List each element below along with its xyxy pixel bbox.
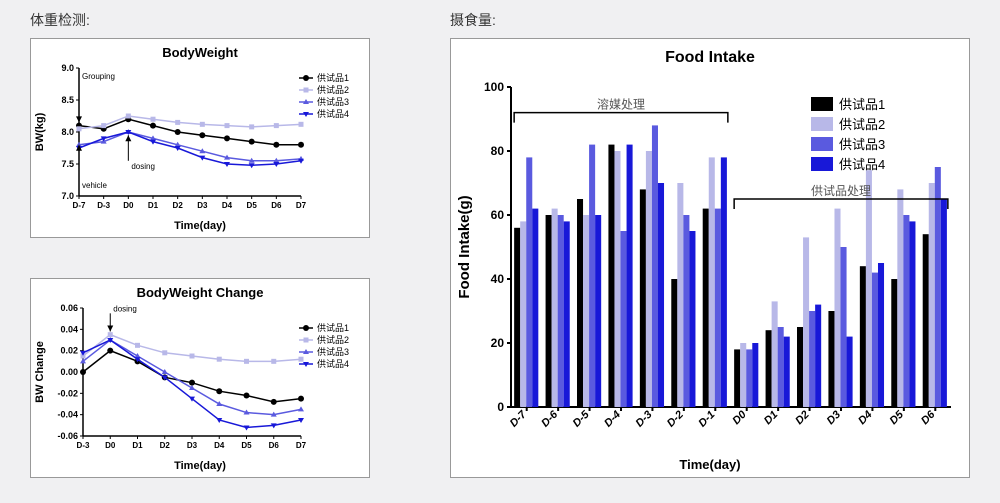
- chart2-title: BodyWeight Change: [31, 279, 369, 300]
- svg-text:D5: D5: [247, 201, 258, 210]
- svg-text:9.0: 9.0: [61, 63, 74, 73]
- svg-text:D6: D6: [271, 201, 282, 210]
- svg-text:D-4: D-4: [602, 409, 623, 430]
- svg-text:0.02: 0.02: [60, 346, 78, 356]
- svg-text:供试品4: 供试品4: [317, 108, 349, 119]
- chart1-svg: 7.0 7.5 8.0 8.5 9.0 D-7 D-3 D0 D1 D2 D3 D4 D5 D6 D7 Gro…: [31, 60, 371, 220]
- svg-text:100: 100: [484, 80, 504, 94]
- svg-text:D1: D1: [762, 409, 780, 427]
- svg-text:40: 40: [491, 272, 505, 286]
- chart2-xlabel: Time(day): [31, 460, 369, 472]
- svg-text:D-7: D-7: [73, 201, 86, 210]
- svg-text:供试品2: 供试品2: [317, 84, 349, 95]
- svg-text:0.00: 0.00: [60, 367, 78, 377]
- svg-text:D1: D1: [148, 201, 159, 210]
- svg-text:供试品3: 供试品3: [317, 96, 349, 107]
- svg-text:BW Change: BW Change: [34, 341, 46, 403]
- svg-text:-0.04: -0.04: [57, 410, 78, 420]
- chart1-title: BodyWeight: [31, 39, 369, 60]
- svg-text:0.06: 0.06: [60, 303, 78, 313]
- svg-text:D4: D4: [222, 201, 233, 210]
- svg-text:D2: D2: [173, 201, 184, 210]
- svg-text:供试品4: 供试品4: [317, 358, 349, 369]
- svg-text:供试品4: 供试品4: [839, 157, 885, 172]
- svg-text:Food Intake(g): Food Intake(g): [456, 195, 473, 298]
- svg-text:D4: D4: [214, 441, 225, 450]
- svg-text:供试品1: 供试品1: [317, 322, 349, 333]
- svg-text:D5: D5: [241, 441, 252, 450]
- svg-text:供试品处理: 供试品处理: [811, 183, 871, 198]
- svg-text:供试品2: 供试品2: [839, 117, 885, 132]
- svg-text:dosing: dosing: [131, 162, 155, 171]
- bodyweight-change-chart: BodyWeight Change -0.06 -0.04 -0.02 0.00 0.0…: [30, 278, 370, 478]
- svg-text:供试品1: 供试品1: [317, 72, 349, 83]
- chart2-svg: -0.06 -0.04 -0.02 0.00 0.02 0.04 0.06 D-3 D0 D1 D2…: [31, 300, 371, 460]
- food-intake-chart: Food Intake 0 20 40 60 80 100 D-7 D-6 D-5 D-4 D-3 D…: [450, 38, 970, 478]
- svg-text:-0.06: -0.06: [57, 431, 78, 441]
- svg-text:D3: D3: [825, 409, 843, 427]
- svg-text:D-3: D-3: [97, 201, 110, 210]
- bodyweight-chart: BodyWeight 7.0 7.5 8.0 8.5 9.0 D-7 D-3 D0 D1 D2 D3…: [30, 38, 370, 238]
- svg-text:0.04: 0.04: [60, 324, 78, 334]
- svg-text:D1: D1: [132, 441, 143, 450]
- svg-text:20: 20: [491, 336, 505, 350]
- svg-text:D-2: D-2: [665, 409, 686, 430]
- svg-text:供试品2: 供试品2: [317, 334, 349, 345]
- svg-text:D-6: D-6: [539, 408, 561, 430]
- svg-text:D-7: D-7: [508, 408, 530, 430]
- svg-text:供试品1: 供试品1: [839, 97, 885, 112]
- svg-text:D-3: D-3: [77, 441, 90, 450]
- chart3-title: Food Intake: [451, 39, 969, 67]
- svg-text:BW(kg): BW(kg): [34, 112, 46, 151]
- chart3-xlabel: Time(day): [451, 457, 969, 472]
- svg-text:D2: D2: [160, 441, 171, 450]
- svg-text:D2: D2: [793, 409, 811, 427]
- svg-text:供试品3: 供试品3: [317, 346, 349, 357]
- svg-text:D-3: D-3: [634, 409, 655, 430]
- right-section-title: 摄食量:: [450, 10, 970, 30]
- svg-text:D-1: D-1: [696, 409, 717, 430]
- svg-text:0: 0: [497, 400, 504, 414]
- svg-text:-0.02: -0.02: [57, 388, 78, 398]
- svg-text:D7: D7: [296, 201, 307, 210]
- svg-text:D3: D3: [187, 441, 198, 450]
- svg-text:溶媒处理: 溶媒处理: [597, 97, 645, 112]
- svg-text:D0: D0: [123, 201, 134, 210]
- svg-text:D3: D3: [197, 201, 208, 210]
- svg-text:D-5: D-5: [571, 408, 593, 430]
- svg-text:D6: D6: [269, 441, 280, 450]
- svg-text:Grouping: Grouping: [82, 72, 115, 81]
- chart1-xlabel: Time(day): [31, 220, 369, 232]
- svg-text:vehicle: vehicle: [82, 181, 107, 190]
- svg-text:dosing: dosing: [113, 304, 137, 313]
- svg-text:7.0: 7.0: [61, 191, 74, 201]
- chart3-svg: 020406080100D-7D-6D-5D-4D-3D-2D-1D0D1D2D…: [451, 67, 971, 457]
- svg-text:D4: D4: [856, 409, 874, 427]
- svg-text:80: 80: [491, 144, 505, 158]
- svg-text:供试品3: 供试品3: [839, 137, 885, 152]
- svg-text:D7: D7: [296, 441, 307, 450]
- svg-text:8.0: 8.0: [61, 127, 74, 137]
- svg-text:8.5: 8.5: [61, 95, 74, 105]
- svg-text:D0: D0: [105, 441, 116, 450]
- left-section-title: 体重检测:: [30, 10, 430, 30]
- svg-text:60: 60: [491, 208, 505, 222]
- svg-text:7.5: 7.5: [61, 159, 74, 169]
